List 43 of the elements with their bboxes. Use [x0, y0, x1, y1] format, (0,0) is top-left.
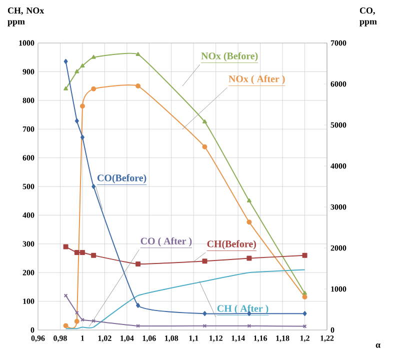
point [74, 318, 80, 324]
point [246, 256, 252, 261]
x-axis-title: α [376, 344, 380, 348]
series-label: CO(Before) [97, 174, 146, 184]
point [302, 290, 307, 295]
point [80, 63, 85, 68]
point [246, 198, 252, 202]
series-label: CH(Before) [207, 240, 256, 250]
point [80, 104, 85, 109]
text: CH ( After ) [217, 304, 268, 314]
point [246, 220, 252, 225]
point [302, 311, 307, 316]
point [92, 184, 96, 189]
point [74, 69, 80, 74]
point [91, 54, 96, 59]
text: NOx (Before) [201, 52, 258, 62]
point [74, 250, 80, 255]
point [202, 144, 208, 150]
point [80, 134, 84, 140]
point [136, 302, 140, 308]
point [202, 258, 208, 264]
point [202, 324, 207, 328]
point [136, 261, 141, 266]
point [74, 310, 79, 315]
point [202, 119, 207, 124]
y2-axis-title: CO, ppm [360, 8, 377, 26]
point [136, 52, 140, 56]
y-axis-title: CH, NOx ppm [8, 8, 44, 26]
point [74, 118, 79, 124]
point [202, 311, 207, 316]
point [302, 252, 308, 258]
point [64, 86, 68, 90]
point [80, 250, 85, 255]
point [63, 323, 68, 328]
text: CO ( After ) [140, 237, 192, 246]
point [247, 324, 252, 328]
point [91, 252, 96, 258]
text: NOx ( After ) [228, 75, 285, 84]
point [136, 84, 141, 89]
point [63, 244, 68, 250]
point [302, 294, 308, 300]
point [64, 58, 68, 64]
point [91, 86, 96, 92]
